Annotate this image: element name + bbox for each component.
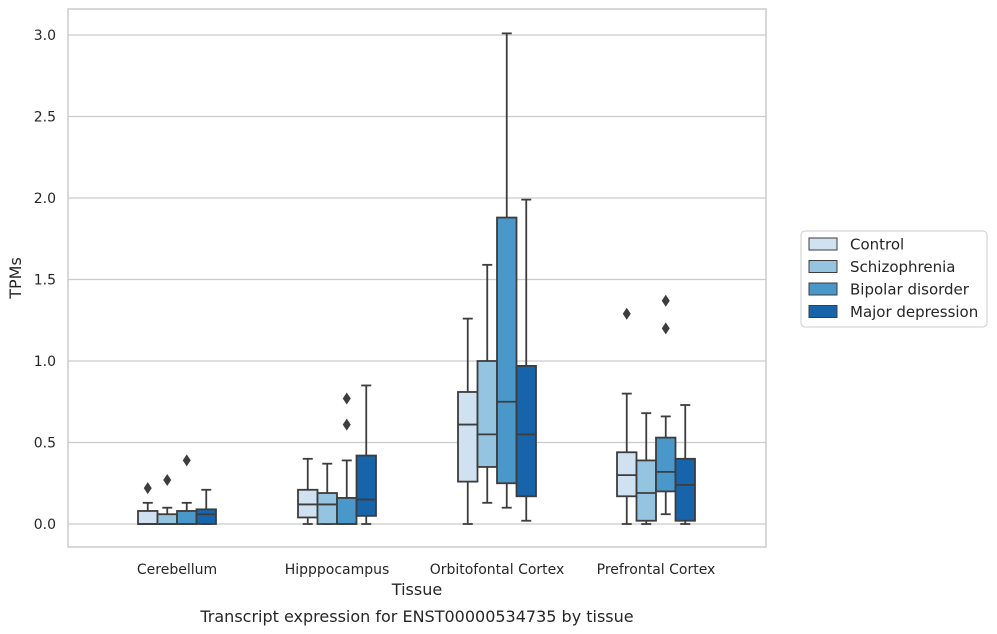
box-hipppocampus	[336, 392, 358, 525]
x-tick-label: Orbitofontal Cortex	[430, 562, 565, 578]
chart-caption: Transcript expression for ENST0000053473…	[199, 607, 633, 626]
box-prefrontal-cortex	[674, 404, 696, 525]
plot-frame	[67, 8, 767, 548]
box-cerebellum	[156, 473, 178, 525]
box-body	[635, 459, 657, 522]
x-axis-label: Tissue	[391, 580, 442, 599]
outlier-point	[661, 322, 670, 335]
box-body	[457, 391, 479, 483]
box-prefrontal-cortex	[655, 294, 677, 516]
box-orbitofontal-cortex	[496, 32, 518, 509]
box-body	[316, 492, 338, 525]
series-schizophrenia	[156, 263, 657, 525]
series-major-depression	[195, 198, 696, 525]
grid-lines	[68, 34, 766, 525]
box-hipppocampus	[297, 457, 319, 525]
y-axis-tick-labels: 0.0 0.5 1.0 1.5 2.0 2.5 3.0	[34, 28, 56, 533]
box-body	[176, 510, 198, 525]
legend-label: Control	[850, 236, 904, 254]
outlier-point	[143, 482, 152, 495]
legend-frame	[800, 230, 988, 328]
box-body	[655, 436, 677, 493]
series-control	[137, 307, 638, 525]
y-tick-label: 2.0	[34, 191, 56, 207]
legend-swatch	[808, 282, 838, 296]
y-tick-label: 3.0	[34, 28, 56, 44]
x-tick-label: Cerebellum	[137, 562, 217, 578]
series-bipolar-disorder	[176, 32, 677, 525]
box-cerebellum	[137, 482, 159, 525]
box-body	[336, 497, 358, 525]
outlier-point	[342, 418, 351, 431]
y-tick-label: 1.5	[34, 273, 56, 289]
legend-swatch	[808, 237, 838, 251]
outlier-point	[622, 307, 631, 320]
box-orbitofontal-cortex	[457, 317, 479, 525]
y-tick-label: 2.5	[34, 110, 56, 126]
legend-label: Major depression	[850, 303, 978, 321]
outlier-point	[661, 294, 670, 307]
legend-label: Schizophrenia	[850, 258, 955, 276]
box-body	[195, 508, 217, 525]
y-tick-label: 1.0	[34, 354, 56, 370]
box-cerebellum	[176, 454, 198, 525]
box-plot-series	[137, 32, 696, 525]
box-body	[156, 513, 178, 525]
box-prefrontal-cortex	[616, 307, 638, 525]
legend-swatch	[808, 260, 838, 273]
box-cerebellum	[195, 488, 217, 525]
legend-swatch	[808, 305, 838, 318]
box-hipppocampus	[355, 384, 377, 525]
y-axis-label: TPMs	[6, 257, 25, 300]
box-body	[515, 364, 537, 498]
legend-label: Bipolar disorder	[850, 281, 970, 299]
box-orbitofontal-cortex	[476, 263, 498, 504]
box-body	[355, 454, 377, 517]
box-body	[496, 216, 518, 485]
outlier-point	[163, 473, 172, 486]
outlier-point	[182, 454, 191, 467]
box-prefrontal-cortex	[635, 412, 657, 525]
box-body	[137, 510, 159, 525]
box-orbitofontal-cortex	[515, 198, 537, 522]
x-axis-tick-labels: Cerebellum Hipppocampus Orbitofontal Corte…	[137, 562, 715, 578]
box-body	[674, 457, 696, 522]
x-tick-label: Prefrontal Cortex	[597, 562, 716, 578]
y-tick-label: 0.0	[34, 517, 56, 533]
box-hipppocampus	[316, 462, 338, 525]
x-tick-label: Hipppocampus	[285, 562, 390, 578]
box-body	[476, 360, 498, 468]
outlier-point	[342, 392, 351, 405]
y-tick-label: 0.5	[34, 436, 56, 452]
legend: Control Schizophrenia Bipolar disorder Majo…	[800, 230, 988, 328]
